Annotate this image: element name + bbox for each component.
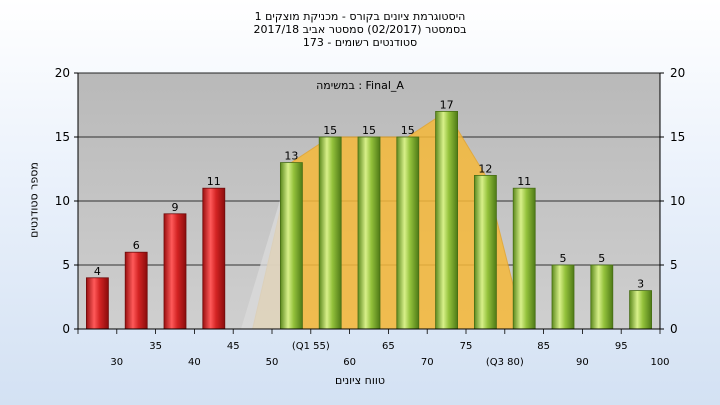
bar-value-label-6: 15 — [323, 124, 337, 137]
x-tick-label-lower-0: 30 — [110, 357, 123, 368]
y-tick-label-right-0: 0 — [670, 322, 678, 336]
y-tick-label-left-15: 15 — [55, 130, 70, 144]
bar-13 — [590, 264, 614, 330]
y-tick-label-right-10: 10 — [670, 194, 685, 208]
bar-value-label-2: 9 — [172, 201, 179, 214]
y-tick-label-left-10: 10 — [55, 194, 70, 208]
y-tick-label-left-0: 0 — [62, 322, 70, 336]
bar-3 — [202, 187, 226, 330]
x-tick-label-lower-7: 100 — [650, 357, 669, 368]
y-tick-label-right-15: 15 — [670, 130, 685, 144]
bar-value-label-12: 5 — [560, 252, 567, 265]
bar-1 — [124, 251, 148, 330]
bar-value-label-5: 13 — [284, 150, 298, 163]
bar-value-label-7: 15 — [362, 124, 376, 137]
bar-value-label-3: 11 — [207, 175, 221, 188]
x-tick-label-lower-2: 50 — [266, 357, 279, 368]
bar-value-label-1: 6 — [133, 239, 140, 252]
bar-14 — [629, 290, 652, 330]
bar-8 — [396, 136, 420, 330]
x-axis-label: טווח ציונים — [335, 374, 385, 387]
x-tick-label-lower-1: 40 — [188, 357, 201, 368]
bar-value-label-8: 15 — [401, 124, 415, 137]
bar-2 — [163, 213, 187, 330]
bar-value-label-0: 4 — [94, 265, 101, 278]
y-tick-label-left-5: 5 — [62, 258, 70, 272]
x-tick-label-upper-4: 75 — [460, 341, 473, 352]
bar-9 — [435, 111, 459, 330]
chart-title-block: היסטוגרמת ציונים בקורס - מכניקת מוצקים 1… — [0, 10, 720, 49]
distribution-area-shadow — [240, 162, 292, 329]
x-tick-label-lower-4: 70 — [421, 357, 434, 368]
bar-6 — [318, 136, 342, 330]
bar-value-label-10: 12 — [478, 162, 492, 175]
x-tick-label-lower-6: 90 — [576, 357, 589, 368]
bar-0 — [86, 277, 109, 330]
bar-value-label-9: 17 — [440, 98, 454, 111]
y-tick-label-right-20: 20 — [670, 66, 685, 80]
y-tick-label-right-5: 5 — [670, 258, 678, 272]
x-tick-label-upper-2: (Q1 55) — [292, 341, 330, 352]
chart-title-line-1: היסטוגרמת ציונים בקורס - מכניקת מוצקים 1 — [254, 10, 466, 23]
x-tick-label-upper-3: 65 — [382, 341, 395, 352]
bar-7 — [357, 136, 381, 330]
chart-title-line-2: בסמסטר (02/2017) סמסטר אביב 2017/18 — [253, 23, 467, 36]
bar-value-label-11: 11 — [517, 175, 531, 188]
y-axis-label: מספר סטודנטים — [27, 162, 41, 238]
bar-value-label-13: 5 — [598, 252, 605, 265]
x-tick-label-upper-5: 85 — [537, 341, 550, 352]
bar-value-label-14: 3 — [637, 278, 644, 291]
chart-title-line-3: 173 - סטודנטים רשומים — [302, 36, 418, 49]
bar-12 — [551, 264, 575, 330]
bar-11 — [512, 187, 536, 330]
x-tick-label-lower-3: 60 — [343, 357, 356, 368]
x-tick-label-upper-0: 35 — [149, 341, 162, 352]
chart-caption: במשימה : Final_A — [316, 79, 404, 92]
y-tick-label-left-20: 20 — [55, 66, 70, 80]
bar-10 — [473, 174, 497, 330]
x-tick-label-lower-5: (Q3 80) — [486, 357, 524, 368]
x-tick-label-upper-6: 95 — [615, 341, 628, 352]
bar-5 — [279, 162, 303, 330]
x-tick-label-upper-1: 45 — [227, 341, 240, 352]
